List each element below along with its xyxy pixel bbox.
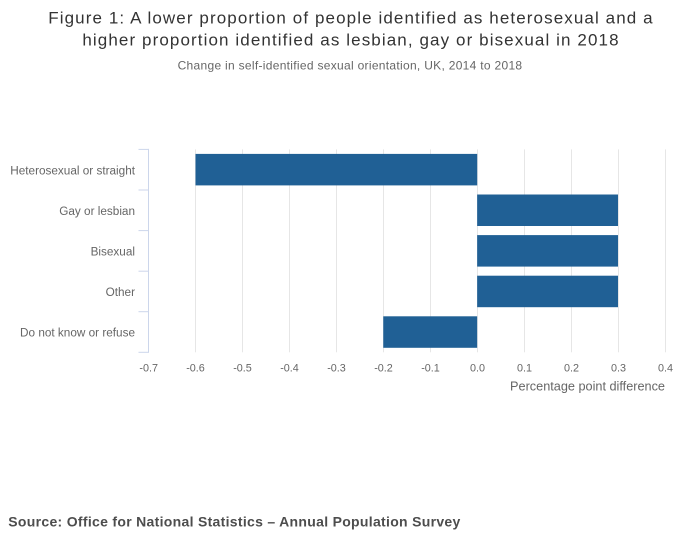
svg-text:0.0: 0.0: [470, 363, 485, 375]
svg-text:-0.4: -0.4: [280, 363, 299, 375]
svg-text:0.1: 0.1: [517, 363, 532, 375]
svg-text:-0.6: -0.6: [186, 363, 205, 375]
svg-text:Do not know or refuse: Do not know or refuse: [20, 327, 135, 340]
svg-text:0.2: 0.2: [564, 363, 579, 375]
svg-text:Figure 1: A lower proportion o: Figure 1: A lower proportion of people i…: [48, 9, 653, 28]
svg-text:Source: Office for National St: Source: Office for National Statistics –…: [8, 513, 460, 529]
svg-text:0.3: 0.3: [611, 363, 626, 375]
svg-text:Bisexual: Bisexual: [91, 245, 135, 258]
svg-text:-0.7: -0.7: [139, 363, 158, 375]
svg-text:-0.3: -0.3: [327, 363, 346, 375]
svg-text:Change in self-identified sexu: Change in self-identified sexual orienta…: [178, 58, 523, 72]
svg-text:higher proportion identified a: higher proportion identified as lesbian,…: [82, 31, 619, 50]
svg-text:-0.2: -0.2: [374, 363, 393, 375]
svg-text:Heterosexual or straight: Heterosexual or straight: [10, 164, 135, 177]
svg-text:Other: Other: [106, 286, 135, 299]
svg-text:Percentage point difference: Percentage point difference: [510, 379, 665, 393]
svg-text:0.4: 0.4: [658, 363, 673, 375]
svg-text:Gay or lesbian: Gay or lesbian: [59, 205, 135, 218]
svg-text:-0.5: -0.5: [233, 363, 252, 375]
svg-text:-0.1: -0.1: [421, 363, 440, 375]
